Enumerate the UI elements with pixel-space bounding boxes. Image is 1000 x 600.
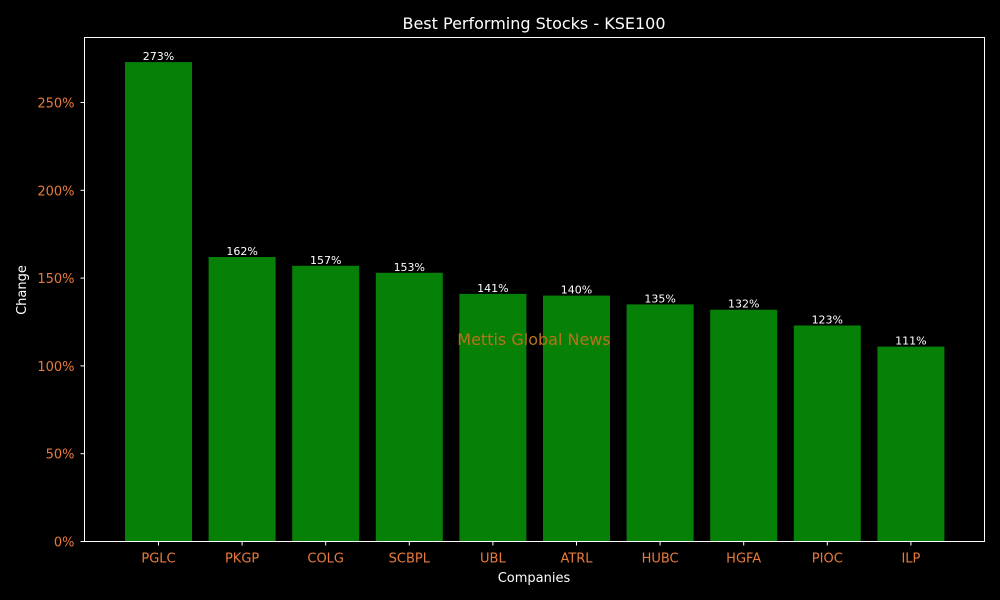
data-label-pglc: 273% [143, 50, 174, 63]
bar-pioc [793, 325, 861, 542]
x-tick-label-hgfa: HGFA [726, 552, 761, 567]
bars-group [125, 62, 945, 542]
x-tick-label-pioc: PIOC [812, 552, 843, 567]
watermark: Mettis Global News [457, 330, 610, 349]
data-label-pioc: 123% [812, 314, 843, 327]
y-tick-label: 200% [37, 184, 74, 199]
data-labels-group: 273% 162% 157% 153% 141% 140% 135% 132% 123% 111% [143, 50, 927, 348]
x-tick-label-ubl: UBL [480, 552, 506, 567]
data-label-ubl: 141% [477, 282, 508, 295]
bar-atrl [543, 295, 610, 542]
bar-hgfa [710, 309, 778, 542]
x-tick-label-ilp: ILP [901, 552, 920, 567]
x-tick-label-colg: COLG [307, 552, 344, 567]
plot-area-frame [84, 37, 985, 542]
data-label-scbpl: 153% [394, 261, 425, 274]
y-axis-ticks: 0% 50% 100% 150% 200% 250% [37, 97, 85, 551]
x-tick-label-pkgp: PKGP [225, 552, 259, 567]
data-label-ilp: 111% [895, 335, 926, 348]
data-label-hgfa: 132% [728, 298, 759, 311]
x-tick-label-hubc: HUBC [642, 552, 679, 567]
y-tick-label: 250% [37, 97, 74, 112]
y-tick-label: 50% [46, 448, 75, 463]
chart-title: Best Performing Stocks - KSE100 [402, 14, 665, 33]
x-tick-label-atrl: ATRL [560, 552, 593, 567]
data-label-atrl: 140% [561, 284, 592, 297]
data-label-colg: 157% [310, 254, 341, 267]
bar-pkgp [208, 257, 276, 542]
bar-ubl [459, 293, 527, 542]
bar-scbpl [375, 272, 443, 542]
x-axis-ticks: PGLC PKGP COLG SCBPL UBL ATRL HUBC HGFA PIOC ILP [141, 541, 921, 567]
bar-hubc [626, 304, 694, 542]
y-axis-label: Change [15, 265, 30, 315]
y-tick-label: 100% [37, 360, 74, 375]
x-axis-label: Companies [498, 571, 571, 586]
x-tick-label-pglc: PGLC [141, 552, 175, 567]
bar-pglc [125, 62, 192, 542]
x-tick-label-scbpl: SCBPL [389, 552, 431, 567]
bar-ilp [877, 346, 945, 542]
bar-colg [292, 265, 360, 542]
y-tick-label: 150% [37, 272, 74, 287]
y-tick-label: 0% [54, 536, 75, 551]
data-label-hubc: 135% [644, 292, 675, 305]
data-label-pkgp: 162% [226, 245, 257, 258]
